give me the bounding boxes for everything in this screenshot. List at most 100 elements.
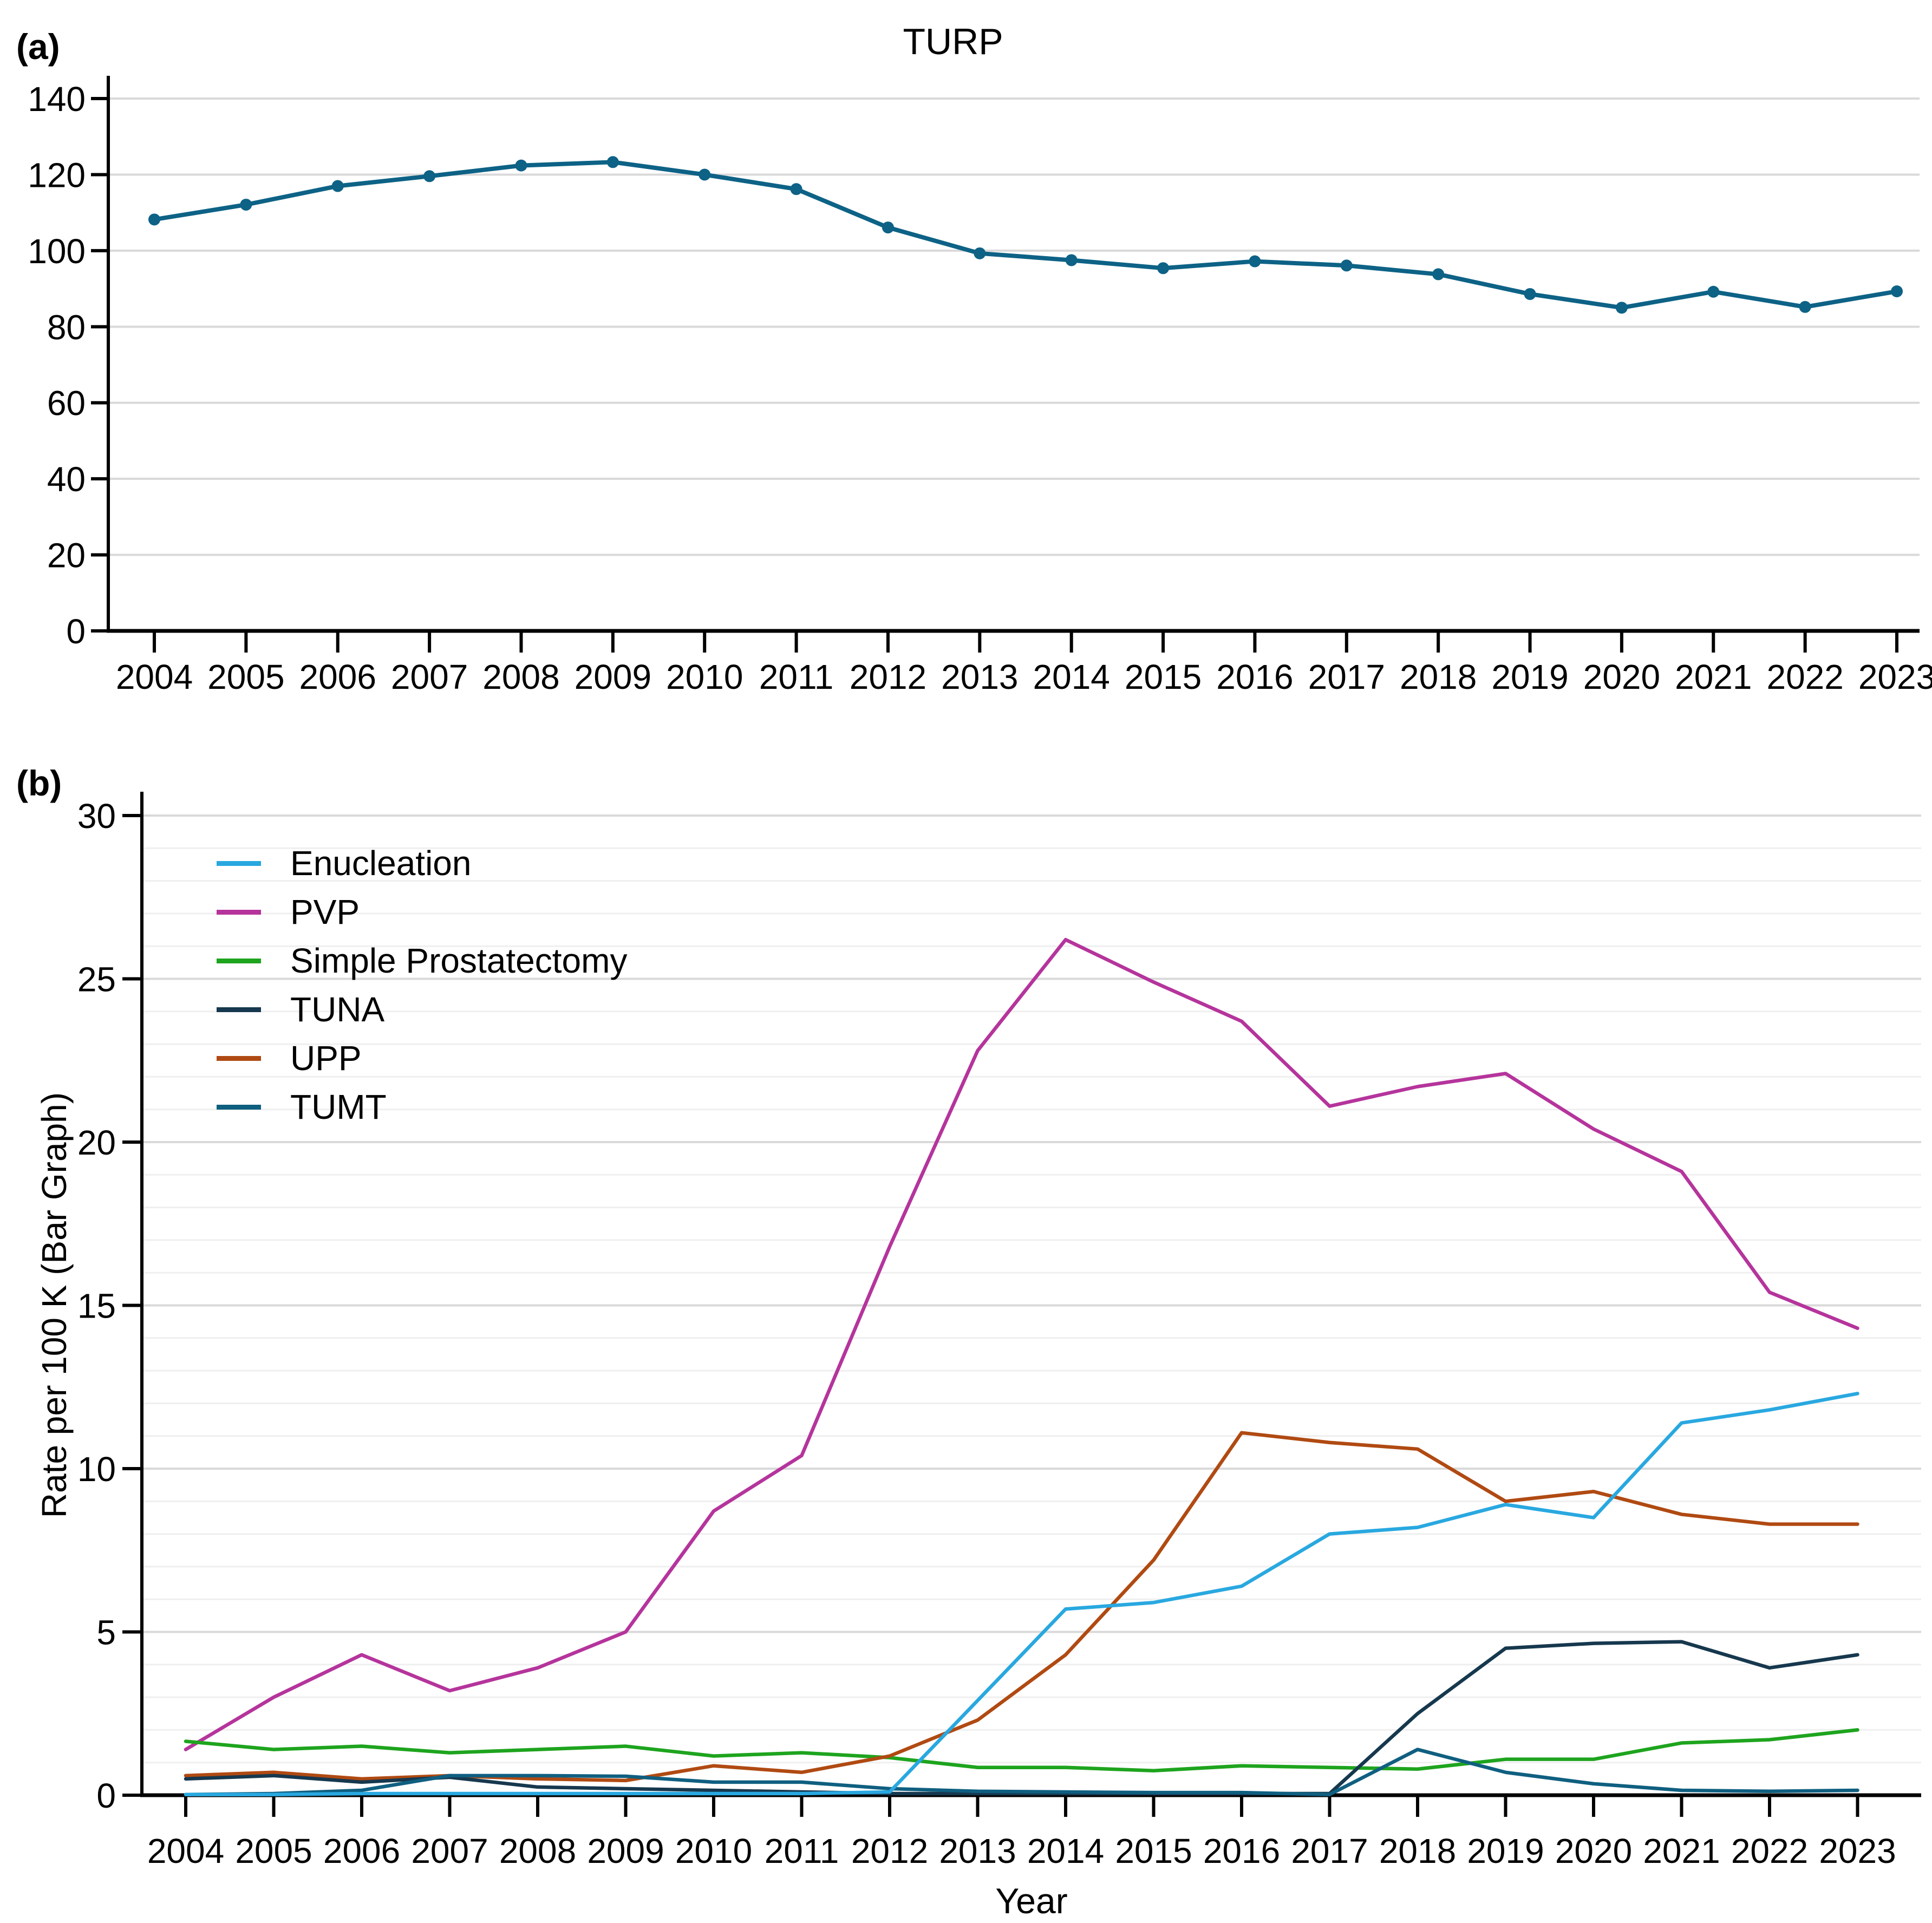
panel-b-x-tick-label: 2010 xyxy=(675,1831,752,1870)
data-point xyxy=(1615,302,1628,314)
panel-a-x-tick-label: 2018 xyxy=(1400,657,1477,696)
data-point xyxy=(699,168,711,181)
panel-b-x-tick-label: 2012 xyxy=(851,1831,928,1870)
panel-b-x-tick-label: 2020 xyxy=(1555,1831,1632,1870)
data-point xyxy=(423,170,436,182)
panel-a-x-tick-label: 2005 xyxy=(207,657,284,696)
data-point xyxy=(606,156,619,168)
data-point xyxy=(1707,285,1720,298)
panel-b-y-tick-label: 15 xyxy=(77,1287,116,1326)
panel-b-y-tick-label: 20 xyxy=(77,1123,116,1162)
panel-b-plot: 0 5 10 15 20 25 30 2004 2005 2006 2007 2008 2009 2010… xyxy=(77,792,1921,1870)
series-line-enucleation xyxy=(184,1392,1859,1797)
series-line-simple-prostatectomy xyxy=(184,1728,1859,1773)
panel-a-x-tick-label: 2009 xyxy=(575,657,651,696)
panel-b-y-tick-label: 5 xyxy=(96,1613,116,1652)
panel-a-y-tick-label: 60 xyxy=(47,384,86,423)
panel-b-x-tick-label: 2018 xyxy=(1379,1831,1456,1870)
legend-item-enucleation: Enucleation xyxy=(217,839,627,888)
panel-a-x-tick-label: 2012 xyxy=(850,657,926,696)
panel-a-x-ticks: 2004 2005 2006 2007 2008 2009 2010 2011 2012 2013… xyxy=(116,631,1932,696)
panel-a-x-tick-label: 2014 xyxy=(1033,657,1110,696)
legend-label-tumt: TUMT xyxy=(290,1087,387,1126)
panel-b-x-tick-label: 2005 xyxy=(235,1831,312,1870)
legend-label-enucleation: Enucleation xyxy=(290,844,472,883)
legend-label-simple-prostatectomy: Simple Prostatectomy xyxy=(290,941,628,980)
data-point xyxy=(974,247,986,259)
panel-b-x-tick-label: 2019 xyxy=(1467,1831,1544,1870)
panel-a-x-tick-label: 2004 xyxy=(116,657,193,696)
legend-swatch-upp xyxy=(217,1055,261,1061)
legend-label-upp: UPP xyxy=(290,1039,362,1078)
legend-label-tuna: TUNA xyxy=(290,990,385,1029)
legend-item-upp: UPP xyxy=(217,1034,627,1083)
panel-b-x-tick-label: 2022 xyxy=(1731,1831,1808,1870)
panel-b-x-ticks: 2004 2005 2006 2007 2008 2009 2010 2011 2012 2013… xyxy=(147,1795,1896,1870)
panel-a-y-ticks: 0 20 40 60 80 100 120 140 xyxy=(28,80,108,651)
data-point xyxy=(1157,262,1170,275)
data-point xyxy=(515,159,527,172)
series-line-tumt xyxy=(184,1748,1859,1797)
data-point xyxy=(1799,301,1811,313)
series-line-pvp xyxy=(184,937,1859,1751)
data-point xyxy=(1340,259,1353,272)
panel-a-y-tick-label: 0 xyxy=(66,612,86,651)
data-point xyxy=(240,198,252,211)
panel-b-x-tick-label: 2017 xyxy=(1291,1831,1368,1870)
data-point xyxy=(331,180,344,192)
panel-b-y-axis-label: Rate per 100 K (Bar Graph) xyxy=(35,1092,74,1518)
panel-a-y-tick-label: 100 xyxy=(28,232,86,271)
panel-a-x-tick-label: 2006 xyxy=(299,657,376,696)
panel-a-x-tick-label: 2015 xyxy=(1125,657,1202,696)
panel-a-x-tick-label: 2011 xyxy=(759,657,834,696)
panel-a-title: TURP xyxy=(903,21,1003,62)
panel-b-y-tick-label: 10 xyxy=(77,1450,116,1489)
panel-a-x-tick-label: 2017 xyxy=(1308,657,1385,696)
legend-item-tumt: TUMT xyxy=(217,1083,627,1131)
data-point xyxy=(1432,268,1445,281)
panel-b-x-tick-label: 2016 xyxy=(1203,1831,1280,1870)
panel-a-x-tick-label: 2021 xyxy=(1675,657,1752,696)
panel-a-major-gridlines xyxy=(108,97,1920,556)
legend-swatch-tuna xyxy=(217,1007,261,1012)
legend-item-tuna: TUNA xyxy=(217,985,627,1034)
panel-b-legend: Enucleation PVP Simple Prostatectomy TUN… xyxy=(217,839,627,1131)
legend-swatch-simple-prostatectomy xyxy=(217,958,261,963)
panel-a-axes xyxy=(107,76,1920,633)
panel-b-x-axis-label: Year xyxy=(995,1881,1068,1921)
panel-b-y-ticks: 0 5 10 15 20 25 30 xyxy=(77,797,142,1815)
panel-b-tag: (b) xyxy=(16,763,62,803)
legend-item-pvp: PVP xyxy=(217,888,627,936)
panel-b-x-tick-label: 2014 xyxy=(1027,1831,1104,1870)
data-point xyxy=(1249,255,1261,268)
panel-b-x-tick-label: 2008 xyxy=(499,1831,576,1870)
data-point xyxy=(1065,254,1078,266)
panel-b-x-tick-label: 2009 xyxy=(587,1831,664,1870)
panel-b-x-tick-label: 2023 xyxy=(1819,1831,1896,1870)
panel-b-y-tick-label: 30 xyxy=(77,797,116,836)
panel-b-x-tick-label: 2004 xyxy=(147,1831,224,1870)
panel-a-y-tick-label: 80 xyxy=(47,308,86,347)
data-point xyxy=(1891,285,1903,298)
panel-a-x-tick-label: 2008 xyxy=(482,657,559,696)
panel-b-x-tick-label: 2021 xyxy=(1643,1831,1720,1870)
panel-a-y-tick-label: 40 xyxy=(47,460,86,499)
panel-a-x-tick-label: 2020 xyxy=(1583,657,1660,696)
data-point xyxy=(882,221,894,234)
panel-b-x-tick-label: 2011 xyxy=(765,1831,839,1870)
panel-b-x-tick-label: 2006 xyxy=(323,1831,400,1870)
panel-a-y-tick-label: 20 xyxy=(47,536,86,575)
panel-a-x-tick-label: 2019 xyxy=(1491,657,1568,696)
panel-a-x-tick-label: 2023 xyxy=(1858,657,1932,696)
legend-label-pvp: PVP xyxy=(290,892,360,931)
legend-item-simple-prostatectomy: Simple Prostatectomy xyxy=(217,936,627,985)
panel-a-y-tick-label: 120 xyxy=(28,155,86,194)
series-line-upp xyxy=(184,1431,1859,1783)
data-point xyxy=(1524,288,1536,300)
series-line-turp xyxy=(152,160,1900,310)
panel-b-y-tick-label: 25 xyxy=(77,960,116,999)
legend-swatch-pvp xyxy=(217,909,261,915)
